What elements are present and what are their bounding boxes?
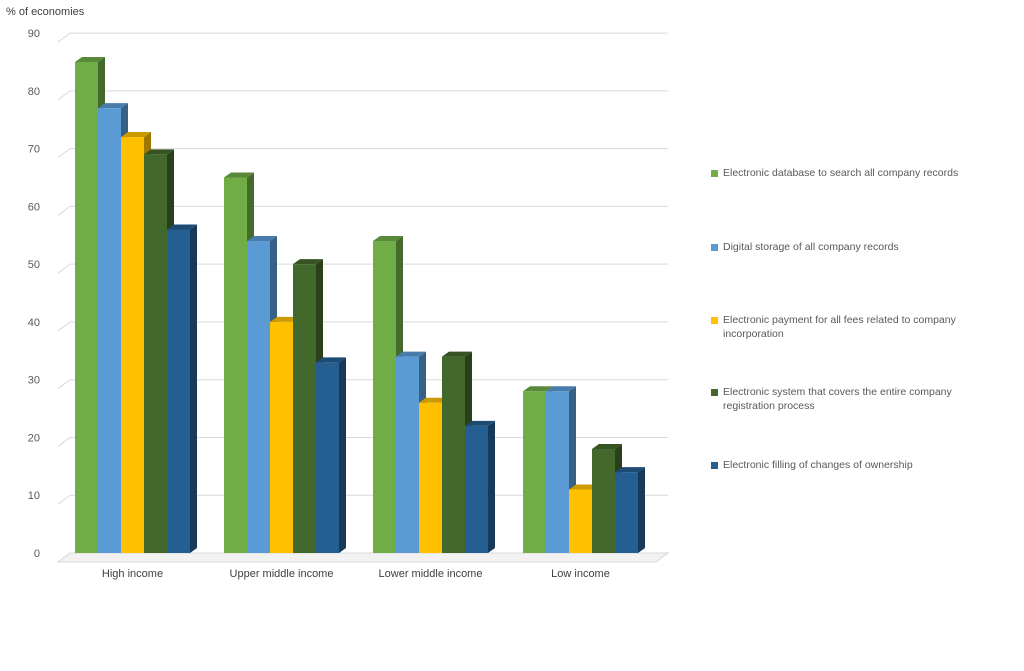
y-axis-title: % of economies: [6, 6, 85, 18]
legend-item: Electronic database to search all compan…: [711, 166, 1001, 180]
y-tick-label: 50: [28, 259, 40, 271]
y-tick-label: 60: [28, 201, 40, 213]
floor: [56, 552, 670, 563]
gridline-diag: [57, 263, 71, 274]
legend-item: Electronic filling of changes of ownersh…: [711, 458, 1001, 472]
legend-swatch: [711, 389, 718, 396]
y-tick-label: 0: [34, 548, 40, 560]
y-tick-label: 90: [28, 28, 40, 40]
chart-floor: [56, 552, 670, 563]
x-category-labels: High income Upper middle income Lower midd…: [102, 568, 610, 580]
category-label: Low income: [551, 568, 610, 580]
gridline-diag: [57, 205, 71, 216]
bars: [75, 56, 645, 554]
category-label: Lower middle income: [379, 568, 483, 580]
y-tick-labels: 0 10 20 30 40 50 60 70 80 90: [28, 28, 40, 560]
y-tick-label: 10: [28, 490, 40, 502]
legend-item: Electronic system that covers the entire…: [711, 385, 1001, 413]
legend-label: Electronic database to search all compan…: [723, 167, 959, 179]
legend-swatch: [711, 317, 718, 324]
legend-label: Electronic payment for all fees related …: [723, 314, 956, 340]
category-label: Upper middle income: [230, 568, 334, 580]
legend-item: Digital storage of all company records: [711, 240, 1001, 254]
legend-item: Electronic payment for all fees related …: [711, 313, 1001, 341]
gridline-diag: [57, 321, 71, 332]
gridline-diag: [57, 437, 71, 447]
category-label: High income: [102, 568, 163, 580]
legend-swatch: [711, 244, 718, 251]
y-tick-label: 80: [28, 86, 40, 98]
legend-label: Electronic filling of changes of ownersh…: [723, 459, 913, 471]
legend-label: Electronic system that covers the entire…: [723, 386, 952, 412]
legend-label: Digital storage of all company records: [723, 241, 899, 253]
y-tick-label: 30: [28, 375, 40, 387]
gridline-diag: [57, 32, 71, 43]
gridline-diag: [57, 148, 71, 159]
bar: [615, 467, 645, 553]
y-tick-label: 20: [28, 432, 40, 444]
gridline-diag: [57, 379, 71, 390]
bar: [316, 357, 346, 553]
gridline-diag: [57, 90, 71, 101]
y-tick-label: 70: [28, 144, 40, 156]
y-tick-label: 40: [28, 317, 40, 329]
legend-swatch: [711, 462, 718, 469]
bar: [465, 420, 495, 553]
gridline-diag: [57, 494, 71, 505]
legend-swatch: [711, 170, 718, 177]
bar: [167, 224, 197, 553]
